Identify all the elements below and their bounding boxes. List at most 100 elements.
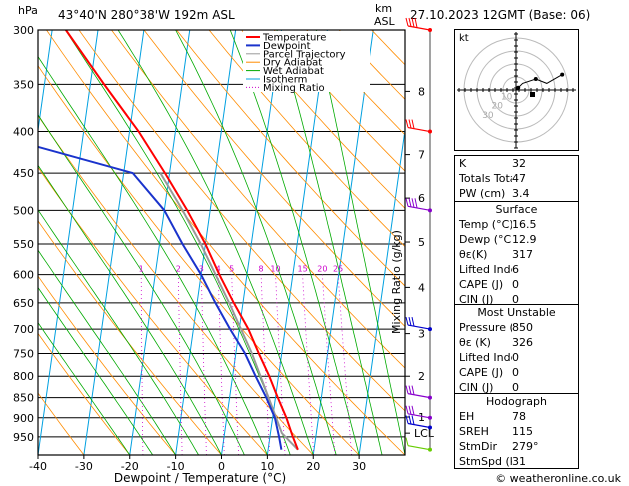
pressure-tick-label: 900	[13, 412, 34, 425]
pressure-tick-label: 600	[13, 269, 34, 282]
table-row: SREH 115	[455, 424, 578, 439]
hodograph-table: Hodograph EH 78 SREH 115 StmDir 279°StmSpd (k…	[454, 393, 579, 469]
wind-barb-feather	[405, 415, 409, 424]
dry-adiabat-line	[241, 30, 405, 209]
row-value: 850	[512, 321, 533, 334]
temperature-tick-label: 10	[260, 460, 274, 473]
table-row: Dewp (°C) 12.9	[455, 232, 578, 247]
mixing-ratio-line	[231, 274, 239, 455]
row-value: 0	[512, 351, 519, 364]
isotherm-line	[312, 30, 374, 455]
hodograph-panel: kt 10 20 30	[454, 29, 579, 151]
pressure-tick-label: 550	[13, 238, 34, 251]
mixing-ratio-line	[217, 274, 225, 455]
wind-barb-feather	[405, 405, 409, 414]
mixing-ratio-label: 10	[270, 265, 280, 274]
surface-table: Surface Temp (°C) 16.5 Dewp (°C) 12.9 θε(K) 3…	[454, 201, 579, 306]
isotherm-line	[221, 30, 282, 455]
wind-barb-feather	[411, 198, 415, 208]
mixing-ratio-label: 8	[259, 265, 264, 274]
wind-barb-feather	[414, 198, 418, 208]
dry-adiabat-line	[38, 392, 85, 455]
wet-adiabat-line	[38, 164, 222, 455]
isotherm-line	[83, 30, 145, 455]
wind-barb-dot	[428, 447, 432, 452]
wet-adiabat-line	[38, 209, 199, 455]
hodograph-ring-label: 20	[492, 102, 504, 112]
surface-title: Surface	[495, 203, 538, 216]
pressure-tick-label: 350	[13, 78, 34, 91]
wind-barb-feather	[411, 17, 415, 28]
row-label: CIN (J)	[459, 381, 494, 394]
location-title: 43°40'N 280°38'W 192m ASL	[58, 8, 235, 22]
legend-entry: Dry Adiabat	[263, 58, 322, 69]
wind-barb-feather	[405, 119, 409, 128]
pressure-tick-label: 850	[13, 392, 34, 405]
wind-barb-feather	[405, 437, 409, 446]
mixing-ratio-line	[337, 274, 353, 455]
legend-entry: Temperature	[262, 33, 326, 44]
isotherm-line	[266, 30, 328, 455]
mixing-ratio-line	[140, 274, 144, 455]
wet-adiabat-line	[276, 30, 383, 455]
wind-barb-dot	[428, 208, 432, 213]
wind-barb	[407, 205, 431, 211]
row-value: 0	[512, 293, 519, 306]
wind-barb-dot	[428, 327, 432, 332]
temperature-tick-label: -40	[29, 460, 47, 473]
hodograph-unit-label: kt	[459, 33, 469, 44]
mixing-ratio-line	[275, 274, 286, 455]
wind-barb-feather	[408, 316, 412, 326]
dewpoint-line	[38, 145, 283, 450]
row-label: Lifted Index	[459, 351, 512, 364]
wind-barb	[407, 324, 431, 330]
isotherm-line	[0, 30, 6, 455]
wet-adiabat-line	[38, 321, 131, 455]
km-tick-label: 7	[418, 149, 425, 162]
row-value: 16.5	[512, 218, 537, 231]
legend-entry: Wet Adiabat	[263, 66, 324, 77]
row-label: θε (K)	[459, 336, 491, 349]
wet-adiabat-line	[38, 55, 268, 455]
wind-barb-dot	[428, 425, 432, 430]
km-tick-label: LCL	[414, 427, 435, 440]
pressure-tick-label: 700	[13, 323, 34, 336]
temperature-tick-label: 20	[306, 460, 320, 473]
row-value: 0	[512, 381, 519, 394]
table-row: K 32	[455, 156, 578, 171]
table-row: Temp (°C) 16.5	[455, 217, 578, 232]
pressure-tick-label: 400	[13, 126, 34, 139]
row-value: 279°	[512, 440, 539, 453]
temperature-tick-label: 30	[352, 460, 366, 473]
row-label: θε(K)	[459, 248, 488, 261]
wind-barb-dot	[428, 415, 432, 420]
row-value: 115	[512, 425, 533, 438]
pressure-tick-label: 450	[13, 167, 34, 180]
wind-barb-feather	[405, 385, 409, 394]
table-row: Totals Totals47	[455, 171, 578, 186]
mixing-ratio-label: 20	[317, 265, 327, 274]
storm-motion-marker	[530, 92, 535, 97]
mixing-ratio-line	[177, 274, 183, 455]
wet-adiabat-line	[38, 286, 154, 455]
mixing-ratio-label: 4	[216, 265, 221, 274]
wind-barb-feather	[405, 17, 409, 27]
wind-barb	[407, 422, 431, 429]
wet-adiabat-line	[38, 114, 245, 455]
dry-adiabat-line	[38, 332, 131, 455]
wind-barb-feather	[408, 17, 412, 27]
row-label: CIN (J)	[459, 293, 494, 306]
copyright: © weatheronline.co.uk	[495, 472, 621, 485]
dry-adiabat-line	[273, 30, 405, 172]
table-row: Pressure (mb)850	[455, 320, 578, 335]
wind-barb-feather	[411, 119, 415, 129]
hodograph-point	[516, 85, 521, 90]
row-value: 317	[512, 248, 533, 261]
table-row: Lifted Index6	[455, 262, 578, 277]
temperature-tick-label: -10	[167, 460, 185, 473]
hodograph-title: Hodograph	[486, 395, 547, 408]
table-row: CAPE (J) 0	[455, 277, 578, 292]
